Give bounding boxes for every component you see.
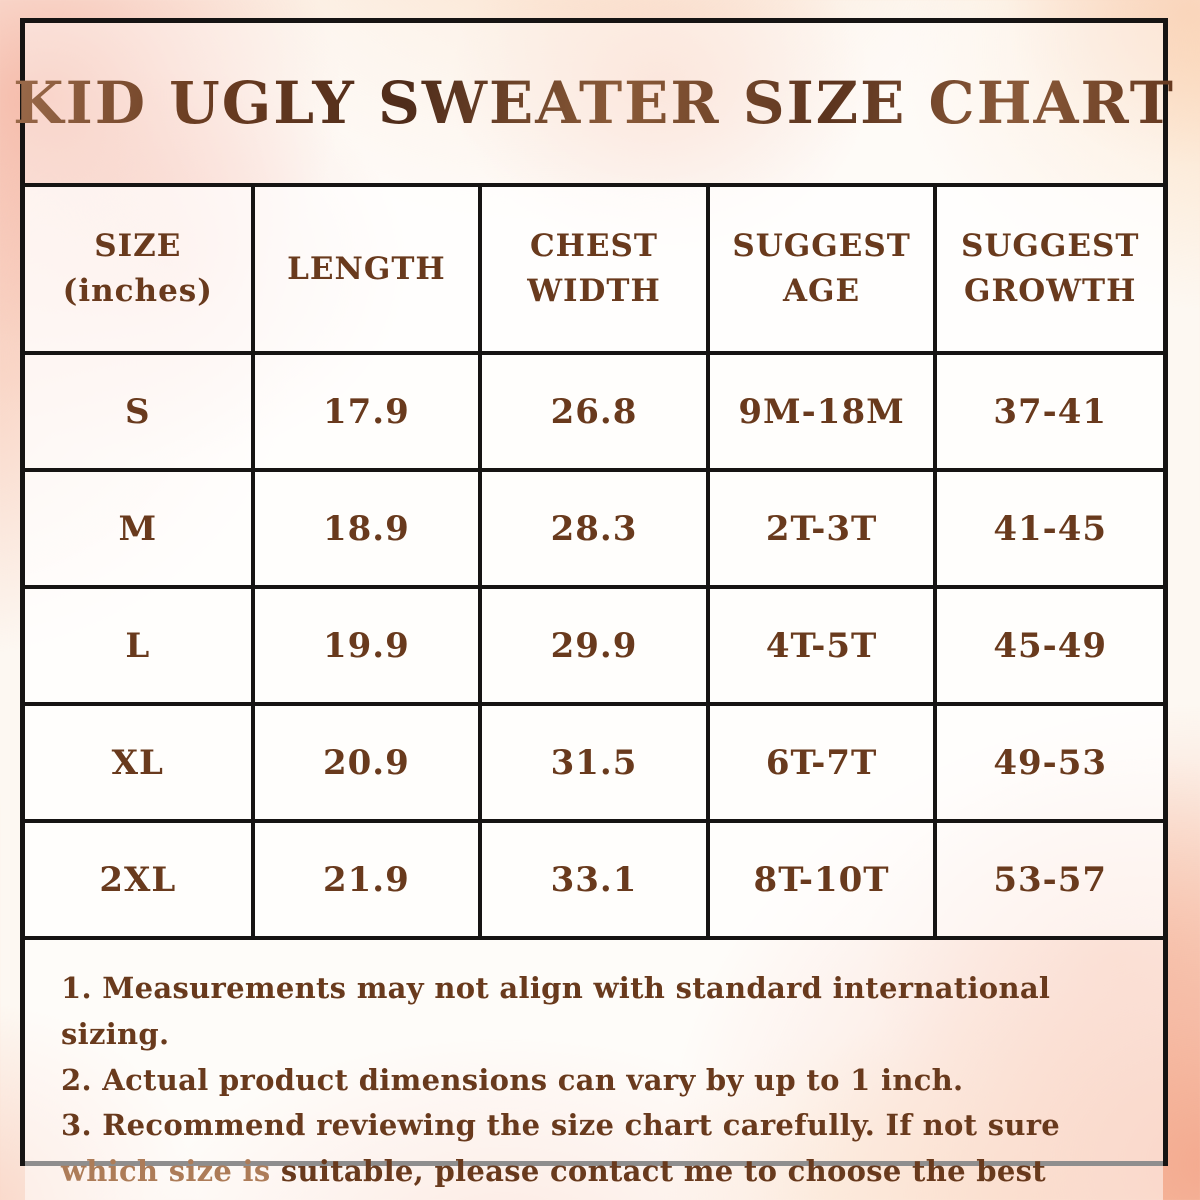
value-cell: 31.5 (478, 702, 710, 823)
value-cell: 28.3 (478, 468, 710, 589)
size-table-header: SIZE (inches) LENGTH CHEST WIDTH SUGGEST AG… (25, 187, 1163, 355)
value-cell: 26.8 (478, 351, 710, 472)
note-text-segment: 3. Recommend reviewing the size chart ca… (61, 1108, 1061, 1143)
size-label-cell: XL (25, 702, 255, 823)
value-cell: 9M-18M (705, 351, 938, 472)
table-row: S 17.9 26.8 9M-18M 37-41 (25, 351, 1163, 472)
value-cell: 41-45 (933, 468, 1163, 589)
note-line: 1. Measurements may not align with stand… (61, 966, 1129, 1058)
note-line: 3. Recommend reviewing the size chart ca… (61, 1103, 1129, 1200)
value-cell: 21.9 (250, 819, 483, 940)
size-label-cell: L (25, 585, 255, 706)
value-cell: 53-57 (933, 819, 1163, 940)
table-row: XL 20.9 31.5 6T-7T 49-53 (25, 702, 1163, 823)
size-table: SIZE (inches) LENGTH CHEST WIDTH SUGGEST AG… (25, 187, 1163, 940)
value-cell: 2T-3T (705, 468, 938, 589)
header-cell: SUGGEST GROWTH (933, 187, 1163, 355)
value-cell: 37-41 (933, 351, 1163, 472)
table-row: M 18.9 28.3 2T-3T 41-45 (25, 468, 1163, 589)
header-row: SIZE (inches) LENGTH CHEST WIDTH SUGGEST AG… (25, 187, 1163, 355)
note-text-segment: suitable, please contact me to choose th… (280, 1154, 1046, 1189)
value-cell: 6T-7T (705, 702, 938, 823)
notes-section: 1. Measurements may not align with stand… (25, 940, 1163, 1200)
size-label-cell: M (25, 468, 255, 589)
value-cell: 4T-5T (705, 585, 938, 706)
value-cell: 19.9 (250, 585, 483, 706)
note-line: 2. Actual product dimensions can vary by… (61, 1058, 1129, 1104)
value-cell: 17.9 (250, 351, 483, 472)
value-cell: 33.1 (478, 819, 710, 940)
value-cell: 18.9 (250, 468, 483, 589)
value-cell: 20.9 (250, 702, 483, 823)
header-cell: LENGTH (250, 187, 483, 355)
header-cell: SIZE (inches) (25, 187, 255, 355)
size-label-cell: 2XL (25, 819, 255, 940)
table-row: 2XL 21.9 33.1 8T-10T 53-57 (25, 819, 1163, 940)
page-title: KID UGLY SWEATER SIZE CHART (13, 69, 1175, 137)
header-cell: CHEST WIDTH (478, 187, 710, 355)
value-cell: 45-49 (933, 585, 1163, 706)
title-box: KID UGLY SWEATER SIZE CHART (13, 23, 1173, 187)
header-cell: SUGGEST AGE (705, 187, 938, 355)
size-chart-panel: KID UGLY SWEATER SIZE CHART SIZE (inches… (13, 18, 1173, 1200)
size-table-body: S 17.9 26.8 9M-18M 37-41 M 18.9 28.3 2T-3T 41-45 L… (25, 351, 1163, 940)
note-text-segment: 2. Actual product dimensions can vary by… (61, 1062, 964, 1097)
value-cell: 8T-10T (705, 819, 938, 940)
table-row: L 19.9 29.9 4T-5T 45-49 (25, 585, 1163, 706)
note-text-segment: 1. Measurements may not align with stand… (61, 971, 1051, 1051)
value-cell: 49-53 (933, 702, 1163, 823)
note-text-segment: which size is (61, 1154, 271, 1189)
size-label-cell: S (25, 351, 255, 472)
value-cell: 29.9 (478, 585, 710, 706)
